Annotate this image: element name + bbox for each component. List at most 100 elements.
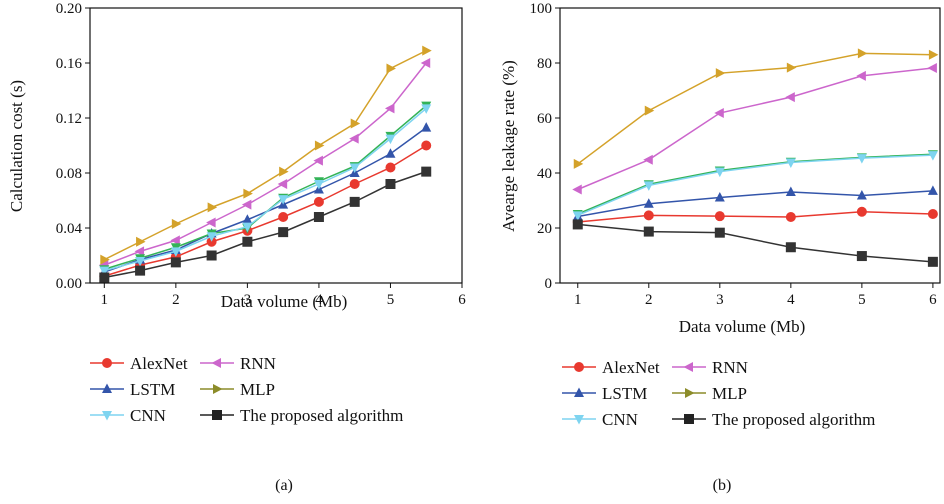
y-tick-label: 0.00 — [56, 276, 82, 292]
y-axis-label: Calculation cost (s) — [7, 80, 26, 212]
data-point — [384, 103, 395, 114]
data-point — [928, 49, 939, 60]
data-point — [421, 122, 432, 132]
x-tick-label: 6 — [929, 292, 937, 308]
data-point — [643, 181, 654, 191]
data-point — [422, 45, 432, 56]
data-point — [644, 105, 655, 116]
x-tick-label: 3 — [716, 292, 724, 308]
series-alexnet — [572, 206, 938, 227]
series-cnn — [99, 104, 432, 277]
data-point — [242, 214, 253, 224]
x-tick-label: 1 — [101, 292, 109, 308]
legend-label: CNN — [130, 406, 166, 425]
series-line — [103, 49, 427, 261]
y-tick-label: 0.08 — [56, 166, 82, 182]
legend-label: CNN — [602, 410, 638, 429]
data-point — [277, 179, 288, 189]
data-point — [785, 186, 796, 196]
series-line — [104, 62, 427, 266]
x-tick-label: 6 — [458, 292, 466, 308]
x-tick-label: 2 — [645, 292, 653, 308]
x-tick-label: 5 — [387, 292, 395, 308]
data-point — [242, 236, 253, 247]
x-tick-label: 3 — [244, 292, 252, 308]
data-point — [714, 211, 725, 222]
y-tick-label: 60 — [537, 111, 552, 127]
data-point — [386, 63, 396, 74]
data-point — [349, 179, 360, 189]
legend-marker — [684, 414, 694, 424]
data-point — [856, 70, 866, 81]
data-point — [856, 206, 867, 217]
legend-marker — [574, 415, 584, 425]
data-point — [385, 162, 396, 173]
data-point — [927, 151, 938, 161]
legend-marker — [102, 383, 112, 393]
data-point — [313, 155, 323, 166]
legend-label: LSTM — [130, 380, 175, 399]
data-point — [786, 62, 797, 73]
data-point — [349, 163, 360, 173]
data-point — [927, 256, 938, 267]
data-point — [278, 227, 289, 238]
legend-label: MLP — [240, 380, 275, 399]
data-point — [243, 188, 253, 199]
y-axis-label: Avearge leakage rate (%) — [499, 60, 518, 232]
data-point — [99, 272, 110, 283]
legend-marker — [211, 358, 221, 368]
series-mlp — [572, 150, 938, 220]
series-line — [577, 154, 933, 217]
data-point — [573, 158, 584, 169]
data-point — [349, 133, 359, 144]
data-point — [385, 134, 396, 145]
data-point — [134, 246, 145, 257]
data-point — [856, 190, 867, 200]
legend-marker — [574, 387, 584, 397]
data-point — [99, 266, 110, 277]
data-point — [242, 222, 253, 233]
series-line — [577, 223, 933, 263]
series-line — [104, 105, 427, 270]
data-point — [385, 179, 396, 189]
data-point — [927, 208, 938, 219]
legend-marker — [683, 362, 693, 372]
legend-label: MLP — [712, 384, 747, 403]
data-point — [241, 199, 252, 210]
legend-marker — [213, 384, 223, 394]
data-point — [715, 68, 726, 79]
data-point — [135, 265, 146, 276]
series-cnn — [572, 151, 938, 221]
panel-caption: (b) — [713, 477, 732, 494]
series-alexnet — [99, 140, 432, 282]
legend-marker — [685, 388, 695, 398]
data-point — [279, 166, 289, 177]
plot-frame — [89, 7, 463, 284]
data-point — [643, 210, 654, 221]
data-point — [350, 118, 361, 129]
data-point — [206, 232, 217, 242]
series-line — [577, 52, 933, 165]
data-point — [349, 196, 360, 207]
data-point — [170, 247, 181, 257]
data-point — [785, 242, 796, 253]
series-line — [577, 153, 933, 215]
x-tick-label: 4 — [315, 292, 323, 308]
legend-marker — [574, 362, 584, 372]
data-point — [927, 185, 938, 195]
series-line — [577, 211, 933, 223]
series-line — [104, 170, 427, 279]
legend-marker — [102, 411, 112, 421]
x-tick-label: 2 — [172, 292, 180, 308]
data-point — [171, 218, 182, 229]
data-point — [421, 166, 432, 177]
data-point — [313, 180, 324, 190]
data-point — [420, 58, 431, 68]
data-point — [206, 250, 217, 261]
series-rnn — [572, 62, 937, 195]
legend-label: RNN — [712, 358, 748, 377]
data-point — [170, 235, 180, 246]
data-point — [313, 196, 324, 207]
